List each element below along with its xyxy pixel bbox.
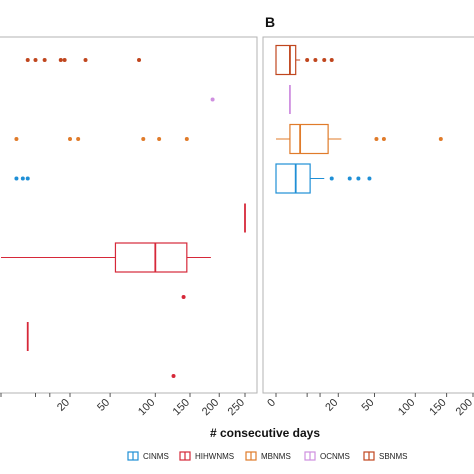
legend-label: SBNMS [379,452,407,461]
box-iqr [275,163,311,194]
panel-a-outlier-sbnms-0-6 [137,58,142,62]
panel-a-outlier-sbnms-0-2 [42,58,47,62]
legend-item-hihwnms: HIHWNMS [179,451,234,461]
panel-b-outlier-sbnms-0-3 [329,58,334,62]
panel-a-outlier-ocnms-1-0 [210,97,215,102]
panel-a-tick-label-200: 200 [200,397,221,418]
legend-item-mbnms: MBNMS [245,451,291,461]
panel-a-outlier-sbnms-0-3 [58,58,63,62]
x-axis-title: # consecutive days [210,426,320,440]
panel-b-outlier-mbnms-2-1 [381,137,386,141]
panel-a-tick-label-20: 20 [55,397,72,414]
panel-b-box-mbnms-2 [276,123,342,155]
legend-item-ocnms: OCNMS [304,451,350,461]
legend-item-cinms: CINMS [127,451,169,461]
panel-a-outlier-sbnms-0-5 [83,58,88,62]
panel-a-marks [1,58,246,378]
panel-b-x-axis: 0 20 50 100 150 200 [265,393,474,418]
panel-b-outlier-sbnms-0-0 [305,58,310,62]
panel-a-outlier-mbnms-2-3 [141,137,146,141]
box-iqr [289,123,329,155]
panel-a-tick-label-50: 50 [95,397,112,414]
panel-a-outlier-hihwnms-6-0 [181,295,186,299]
panel-a-outlier-mbnms-2-2 [76,137,81,141]
panel-b-tick-label-20: 20 [323,397,340,414]
panel-b-outlier-sbnms-0-2 [322,58,327,62]
panel-b-outlier-mbnms-2-0 [374,137,379,141]
legend-item-sbnms: SBNMS [363,451,407,461]
legend: CINMS HIHWNMS MBNMS OCNMS SBNMS [127,451,407,461]
legend-label: OCNMS [320,452,350,461]
panel-a-outlier-hihwnms-8-0 [171,374,176,378]
panel-a-outlier-sbnms-0-4 [62,58,67,62]
panel-a-outlier-cinms-3-1 [20,176,25,181]
panel-a-outlier-mbnms-2-4 [157,137,162,141]
panel-a-outlier-mbnms-2-5 [184,137,189,141]
legend-label: MBNMS [261,452,291,461]
panel-a-x-axis: 20 50 100 150 200 250 [0,393,247,418]
panel-b-box-sbnms-0 [275,44,301,76]
panel-b-tick-label-150: 150 [427,397,448,418]
panel-a-outlier-cinms-3-2 [25,176,30,181]
panel-b-tick-label-200: 200 [454,397,474,418]
panel-b-outlier-cinms-3-0 [329,176,334,181]
panel-a-outlier-cinms-3-0 [14,176,19,181]
panel-b-outlier-sbnms-0-1 [313,58,318,62]
panel-b-outlier-cinms-3-3 [367,176,372,181]
panel-a-tick-label-100: 100 [136,397,157,418]
box-iqr [275,44,297,76]
panel-a-tick-label-150: 150 [171,397,192,418]
box-iqr [114,242,188,273]
legend-label: CINMS [143,452,169,461]
panel-a-box-hihwnms-5 [1,242,211,273]
panel-b-tick-label-50: 50 [359,397,376,414]
panel-a-outlier-sbnms-0-1 [33,58,38,62]
panel-b-marks [275,44,443,194]
panel-b-frame [262,36,474,394]
panel-b-outlier-mbnms-2-2 [438,137,443,141]
panel-b-title: B [265,14,275,30]
panel-a-outlier-sbnms-0-0 [25,58,30,62]
panel-b-outlier-cinms-3-1 [347,176,352,181]
panel-b-outlier-cinms-3-2 [356,176,361,181]
legend-label: HIHWNMS [195,452,234,461]
panel-b-tick-label-100: 100 [396,397,417,418]
panel-a-tick-label-250: 250 [226,397,247,418]
panel-b-tick-label-0: 0 [265,397,278,410]
panel-a-outlier-mbnms-2-0 [14,137,19,141]
panel-a-outlier-mbnms-2-1 [68,137,73,141]
panel-a-frame [0,36,258,394]
panel-b-box-cinms-3 [275,163,325,194]
